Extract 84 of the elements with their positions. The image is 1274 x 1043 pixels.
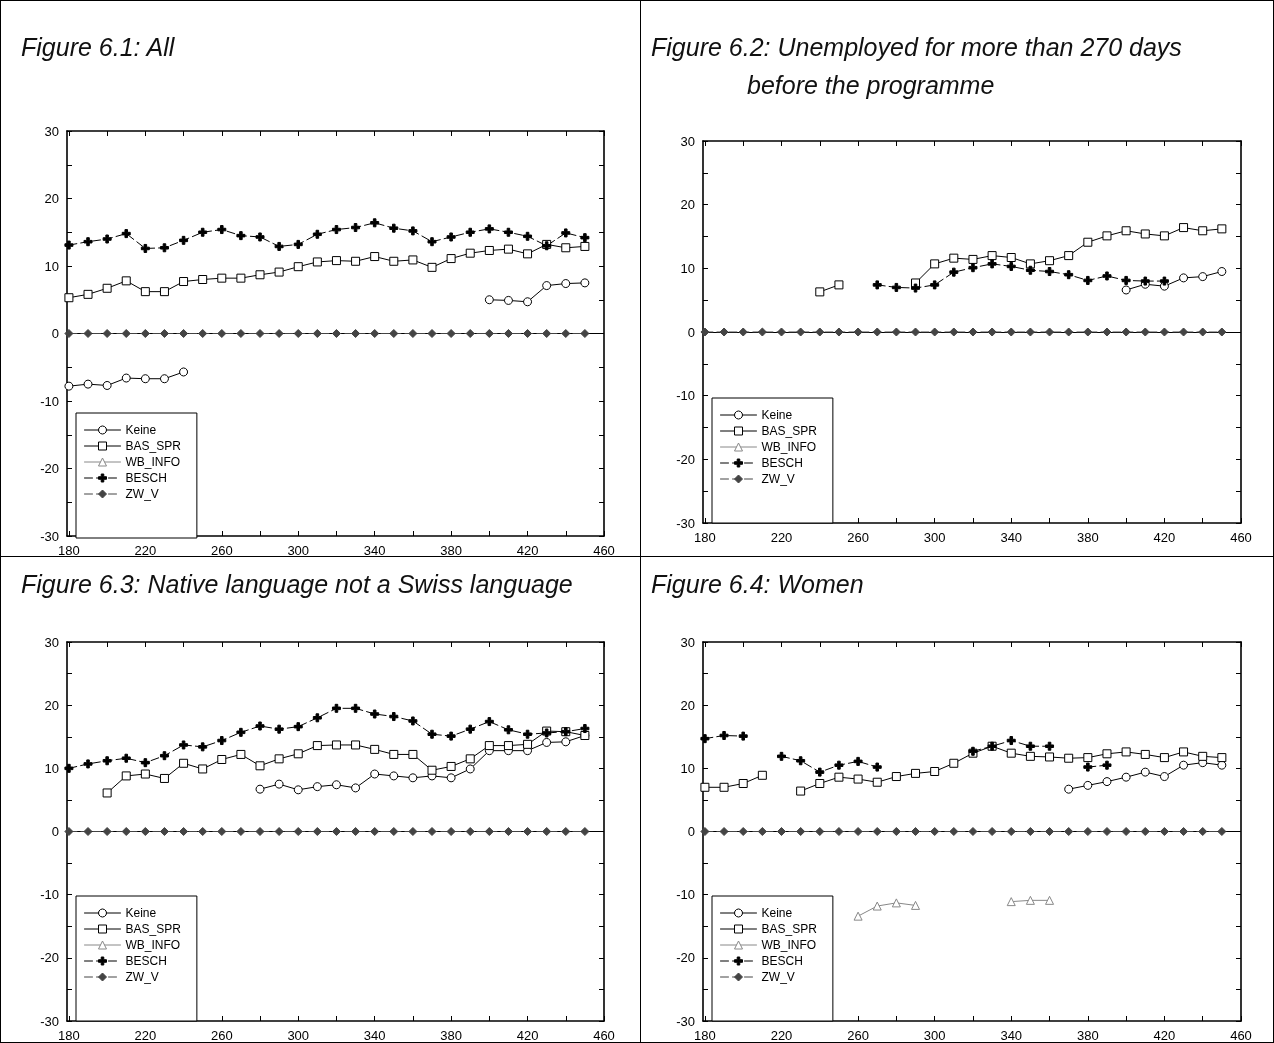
legend-label: Keine <box>125 423 157 437</box>
x-tick-label: 420 <box>516 1028 539 1043</box>
x-tick-label: 260 <box>210 1028 233 1043</box>
x-tick-label: 220 <box>134 1028 157 1043</box>
y-tick-label: 10 <box>44 760 59 776</box>
x-tick-label: 260 <box>847 1028 869 1043</box>
y-tick-label: 10 <box>44 258 59 274</box>
legend-label: Keine <box>761 408 793 422</box>
y-tick-label: 20 <box>44 697 59 713</box>
y-tick-label: 0 <box>687 324 695 340</box>
x-tick-label: 340 <box>1000 1028 1023 1043</box>
legend-label: ZW_V <box>761 970 795 984</box>
x-tick-label: 340 <box>363 1028 386 1043</box>
y-tick-label: 30 <box>44 123 59 139</box>
y-tick-label: -30 <box>676 515 695 531</box>
x-tick-label: 300 <box>923 1028 946 1043</box>
x-tick-label: 260 <box>210 543 233 558</box>
legend-label: BESCH <box>125 471 167 485</box>
legend-label: Keine <box>125 906 157 920</box>
chart-title: Figure 6.1: All <box>21 32 176 63</box>
y-tick-label: 10 <box>680 260 695 276</box>
legend-label: BAS_SPR <box>761 922 818 936</box>
x-tick-label: 460 <box>593 543 615 558</box>
y-tick-label: 10 <box>680 760 695 776</box>
x-tick-label: 460 <box>593 1028 615 1043</box>
y-tick-label: -10 <box>40 393 59 409</box>
chart-title: Figure 6.2: Unemployed for more than 270 days before the programme <box>651 32 1183 101</box>
legend-label: ZW_V <box>761 472 795 486</box>
y-tick-label: 20 <box>44 191 59 206</box>
legend-label: WB_INFO <box>125 938 181 952</box>
x-tick-label: 460 <box>1230 530 1252 545</box>
y-tick-label: 30 <box>680 634 695 650</box>
y-tick-label: -10 <box>676 887 695 903</box>
legend-label: BAS_SPR <box>761 424 818 438</box>
y-tick-label: -30 <box>40 1013 59 1029</box>
x-tick-label: 380 <box>440 543 462 558</box>
chart-title: Figure 6.4: Women <box>651 569 865 600</box>
legend-label: BESCH <box>761 456 803 470</box>
x-tick-label: 220 <box>770 1028 793 1043</box>
y-tick-label: -20 <box>40 461 59 476</box>
y-tick-label: -20 <box>676 451 695 467</box>
legend-label: WB_INFO <box>761 440 817 454</box>
x-tick-label: 420 <box>1153 1028 1176 1043</box>
y-tick-label: -10 <box>676 388 695 404</box>
x-tick-label: 260 <box>847 530 869 545</box>
legend-label: BAS_SPR <box>125 922 182 936</box>
x-tick-label: 460 <box>1230 1028 1252 1043</box>
x-tick-label: 300 <box>287 1028 310 1043</box>
x-tick-label: 420 <box>516 543 539 558</box>
y-tick-label: -30 <box>676 1013 695 1029</box>
y-tick-label: 20 <box>680 697 695 713</box>
x-tick-label: 220 <box>770 530 793 545</box>
y-tick-label: -20 <box>40 950 59 966</box>
x-tick-label: 300 <box>287 543 310 558</box>
x-tick-label: 220 <box>134 543 157 558</box>
x-tick-label: 420 <box>1153 530 1176 545</box>
y-tick-label: 30 <box>680 133 695 149</box>
x-tick-label: 180 <box>694 530 716 545</box>
x-tick-label: 340 <box>363 543 386 558</box>
x-tick-label: 380 <box>440 1028 462 1043</box>
x-tick-label: 340 <box>1000 530 1023 545</box>
legend-label: BESCH <box>125 954 167 968</box>
legend-label: BAS_SPR <box>125 439 182 453</box>
legend-label: ZW_V <box>125 487 159 501</box>
x-tick-label: 180 <box>58 1028 80 1043</box>
chart-title: Figure 6.3: Native language not a Swiss language <box>21 569 574 600</box>
y-tick-label: 0 <box>687 824 695 839</box>
legend-label: WB_INFO <box>761 938 817 952</box>
x-tick-label: 180 <box>58 543 80 558</box>
y-tick-label: -20 <box>676 950 695 966</box>
x-tick-label: 300 <box>923 530 946 545</box>
y-tick-label: 0 <box>51 824 59 839</box>
y-tick-label: -30 <box>40 528 59 544</box>
x-tick-label: 380 <box>1076 1028 1099 1043</box>
legend-label: Keine <box>761 906 793 920</box>
y-tick-label: 20 <box>680 197 695 213</box>
legend-label: WB_INFO <box>125 455 181 469</box>
legend-label: ZW_V <box>125 970 159 984</box>
x-tick-label: 180 <box>694 1028 716 1043</box>
x-tick-label: 380 <box>1076 530 1099 545</box>
y-tick-label: 30 <box>44 634 59 650</box>
legend-label: BESCH <box>761 954 803 968</box>
y-tick-label: -10 <box>40 887 59 903</box>
y-tick-label: 0 <box>51 326 59 341</box>
